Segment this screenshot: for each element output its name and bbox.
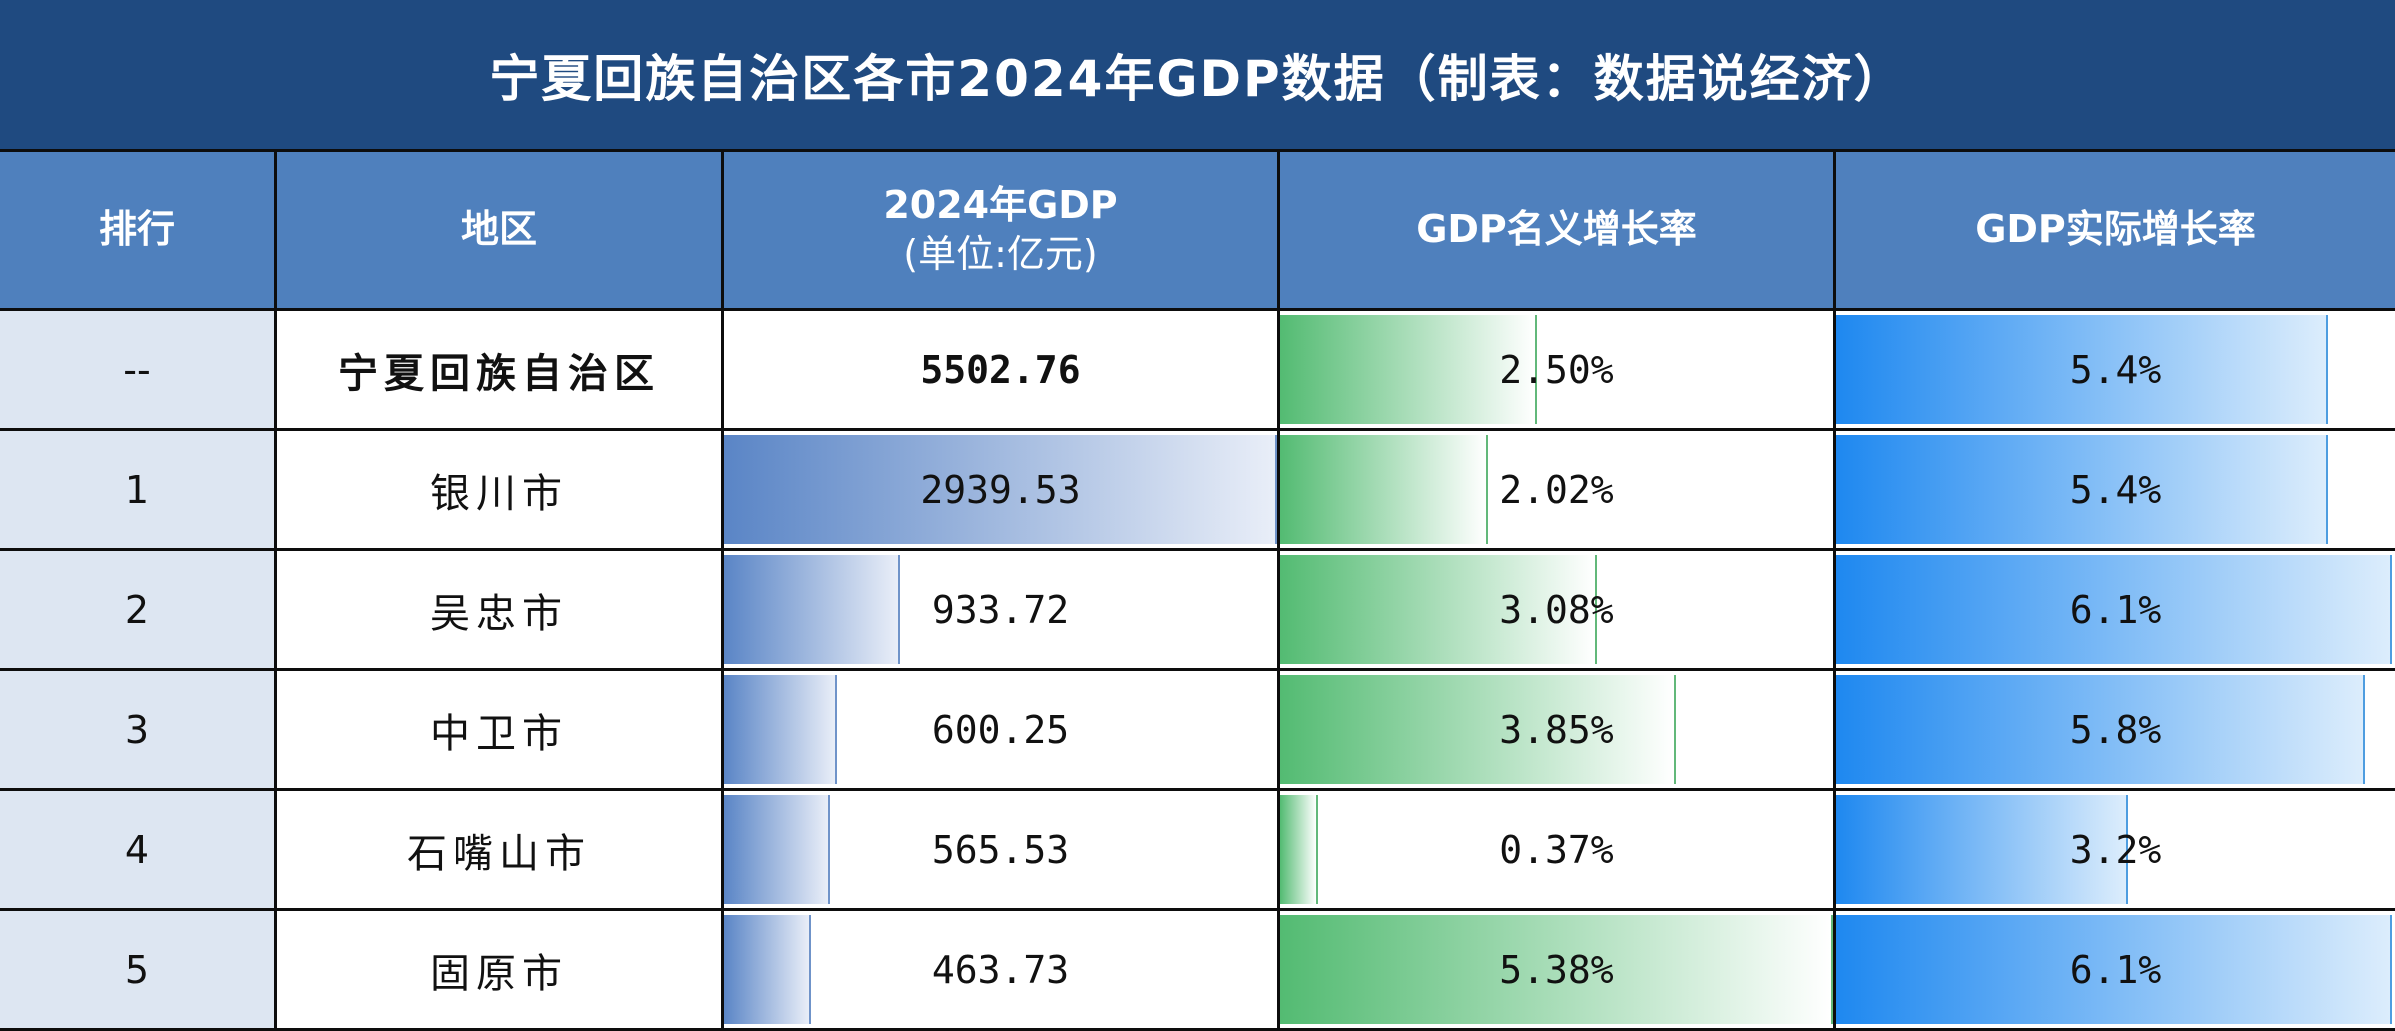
- gdp-bar: [724, 915, 812, 1024]
- real-growth-bar: [1836, 555, 2392, 664]
- header-real-label: GDP实际增长率: [1975, 207, 2256, 252]
- real-growth-cell: 6.1%: [1836, 911, 2395, 1031]
- nominal-growth-cell: 2.02%: [1280, 431, 1836, 551]
- rank-cell: --: [0, 311, 277, 431]
- region-cell: 石嘴山市: [277, 791, 724, 911]
- real-growth-text: 6.1%: [2069, 587, 2162, 632]
- header-real-growth: GDP实际增长率: [1836, 152, 2395, 311]
- table-row: 3 中卫市 600.25 3.85% 5.8%: [0, 671, 2395, 791]
- region-cell: 中卫市: [277, 671, 724, 791]
- rank-cell: 4: [0, 791, 277, 911]
- nominal-growth-cell: 2.50%: [1280, 311, 1836, 431]
- real-growth-bar: [1836, 315, 2329, 424]
- rank-text: 4: [124, 827, 150, 872]
- table-title: 宁夏回族自治区各市2024年GDP数据（制表：数据说经济）: [0, 0, 2395, 152]
- gdp-bar: [724, 795, 831, 904]
- header-rank: 排行: [0, 152, 277, 311]
- table-row: 5 固原市 463.73 5.38% 6.1%: [0, 911, 2395, 1031]
- real-growth-text: 5.4%: [2069, 347, 2162, 392]
- gdp-value-text: 933.72: [931, 587, 1070, 632]
- nominal-growth-bar: [1280, 795, 1319, 904]
- header-gdp-unit: (单位:亿元): [903, 232, 1098, 276]
- gdp-value-text: 600.25: [931, 707, 1070, 752]
- real-growth-text: 5.8%: [2069, 707, 2162, 752]
- table-row: -- 宁夏回族自治区 5502.76 2.50% 5.4%: [0, 311, 2395, 431]
- nominal-growth-text: 5.38%: [1499, 947, 1614, 992]
- region-text: 宁夏回族自治区: [338, 349, 660, 397]
- region-text: 吴忠市: [430, 590, 568, 637]
- real-growth-bar: [1836, 675, 2365, 784]
- real-growth-bar: [1836, 795, 2128, 904]
- gdp-value-text: 2939.53: [920, 467, 1081, 512]
- nominal-growth-bar: [1280, 675, 1676, 784]
- nominal-growth-cell: 3.08%: [1280, 551, 1836, 671]
- region-text: 固原市: [430, 950, 568, 997]
- real-growth-cell: 3.2%: [1836, 791, 2395, 911]
- table-row: 4 石嘴山市 565.53 0.37% 3.2%: [0, 791, 2395, 911]
- header-region-label: 地区: [460, 207, 537, 252]
- rank-text: 5: [124, 947, 150, 992]
- real-growth-text: 5.4%: [2069, 467, 2162, 512]
- header-nominal-growth: GDP名义增长率: [1280, 152, 1836, 311]
- region-cell: 吴忠市: [277, 551, 724, 671]
- nominal-growth-bar: [1280, 555, 1597, 664]
- nominal-growth-cell: 3.85%: [1280, 671, 1836, 791]
- rank-cell: 5: [0, 911, 277, 1031]
- gdp-bar: [724, 555, 900, 664]
- gdp-bar: [724, 675, 837, 784]
- gdp-value-cell: 5502.76: [724, 311, 1280, 431]
- header-row: 排行 地区 2024年GDP (单位:亿元) GDP名义增长率 GDP实际增长率: [0, 152, 2395, 311]
- real-growth-cell: 5.4%: [1836, 431, 2395, 551]
- region-cell: 宁夏回族自治区: [277, 311, 724, 431]
- rank-cell: 2: [0, 551, 277, 671]
- real-growth-text: 3.2%: [2069, 827, 2162, 872]
- nominal-growth-text: 2.02%: [1499, 467, 1614, 512]
- gdp-value-cell: 565.53: [724, 791, 1280, 911]
- real-growth-text: 6.1%: [2069, 947, 2162, 992]
- nominal-growth-bar: [1280, 315, 1537, 424]
- nominal-growth-text: 2.50%: [1499, 347, 1614, 392]
- nominal-growth-cell: 5.38%: [1280, 911, 1836, 1031]
- real-growth-cell: 5.4%: [1836, 311, 2395, 431]
- region-cell: 银川市: [277, 431, 724, 551]
- gdp-value-cell: 2939.53: [724, 431, 1280, 551]
- header-rank-label: 排行: [98, 207, 175, 252]
- table-body: -- 宁夏回族自治区 5502.76 2.50% 5.4% 1 银川市 2939.53 2.02…: [0, 311, 2395, 1031]
- rank-text: 1: [124, 467, 150, 512]
- gdp-value-text: 463.73: [931, 947, 1070, 992]
- real-growth-cell: 6.1%: [1836, 551, 2395, 671]
- rank-text: 2: [124, 587, 150, 632]
- rank-text: --: [123, 347, 151, 392]
- rank-cell: 1: [0, 431, 277, 551]
- region-text: 中卫市: [430, 710, 568, 757]
- rank-text: 3: [124, 707, 150, 752]
- nominal-growth-text: 0.37%: [1499, 827, 1614, 872]
- region-cell: 固原市: [277, 911, 724, 1031]
- rank-cell: 3: [0, 671, 277, 791]
- gdp-value-text: 565.53: [931, 827, 1070, 872]
- header-nominal-label: GDP名义增长率: [1416, 207, 1697, 252]
- gdp-bar: [724, 435, 1277, 544]
- table-row: 1 银川市 2939.53 2.02% 5.4%: [0, 431, 2395, 551]
- real-growth-bar: [1836, 915, 2392, 1024]
- nominal-growth-text: 3.85%: [1499, 707, 1614, 752]
- nominal-growth-text: 3.08%: [1499, 587, 1614, 632]
- gdp-value-cell: 933.72: [724, 551, 1280, 671]
- nominal-growth-bar: [1280, 435, 1488, 544]
- real-growth-cell: 5.8%: [1836, 671, 2395, 791]
- gdp-value-text: 5502.76: [920, 347, 1081, 392]
- table-row: 2 吴忠市 933.72 3.08% 6.1%: [0, 551, 2395, 671]
- real-growth-bar: [1836, 435, 2329, 544]
- nominal-growth-bar: [1280, 915, 1833, 1024]
- header-gdp-label: 2024年GDP: [883, 182, 1118, 227]
- region-text: 石嘴山市: [407, 830, 591, 877]
- header-region: 地区: [277, 152, 724, 311]
- header-gdp: 2024年GDP (单位:亿元): [724, 152, 1280, 311]
- gdp-value-cell: 463.73: [724, 911, 1280, 1031]
- nominal-growth-cell: 0.37%: [1280, 791, 1836, 911]
- gdp-value-cell: 600.25: [724, 671, 1280, 791]
- region-text: 银川市: [430, 470, 568, 517]
